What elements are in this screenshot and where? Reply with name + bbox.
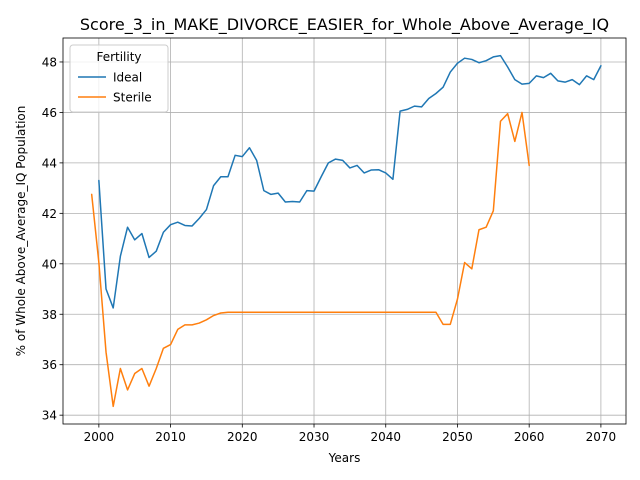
y-tick-label: 36: [42, 358, 57, 372]
y-axis-ticks: 34 36 38 40 42 44 46 48: [42, 55, 63, 423]
legend-title: Fertility: [96, 50, 141, 64]
y-tick-label: 44: [42, 156, 57, 170]
x-axis-ticks: 2000 2010 2020 2030 2040 2050 2060 2070: [84, 424, 617, 444]
legend-label-ideal: Ideal: [113, 71, 142, 85]
legend: Fertility Ideal Sterile: [69, 44, 169, 113]
y-tick-label: 46: [42, 106, 57, 120]
x-tick-label: 2060: [514, 430, 545, 444]
x-tick-label: 2030: [299, 430, 330, 444]
y-tick-label: 48: [42, 55, 57, 69]
series-lines: [90, 54, 602, 408]
series-line-ideal: [98, 54, 602, 309]
x-tick-label: 2070: [586, 430, 617, 444]
y-tick-label: 42: [42, 207, 57, 221]
x-tick-label: 2010: [155, 430, 186, 444]
x-gridlines: [98, 38, 602, 424]
chart-title: Score_3_in_MAKE_DIVORCE_EASIER_for_Whole…: [80, 15, 609, 35]
y-tick-label: 34: [42, 409, 57, 423]
plot-frame: [62, 37, 627, 425]
y-gridlines: [63, 61, 626, 416]
series-line-sterile: [90, 111, 530, 408]
y-tick-label: 40: [42, 257, 57, 271]
y-axis-label: % of Whole Above_Average_IQ Population: [14, 106, 28, 357]
legend-box: [69, 44, 169, 113]
x-tick-label: 2000: [84, 430, 115, 444]
y-tick-label: 38: [42, 308, 57, 322]
x-axis-label: Years: [328, 451, 361, 465]
x-tick-label: 2040: [370, 430, 401, 444]
x-tick-label: 2050: [442, 430, 473, 444]
legend-label-sterile: Sterile: [113, 91, 152, 105]
x-tick-label: 2020: [227, 430, 258, 444]
